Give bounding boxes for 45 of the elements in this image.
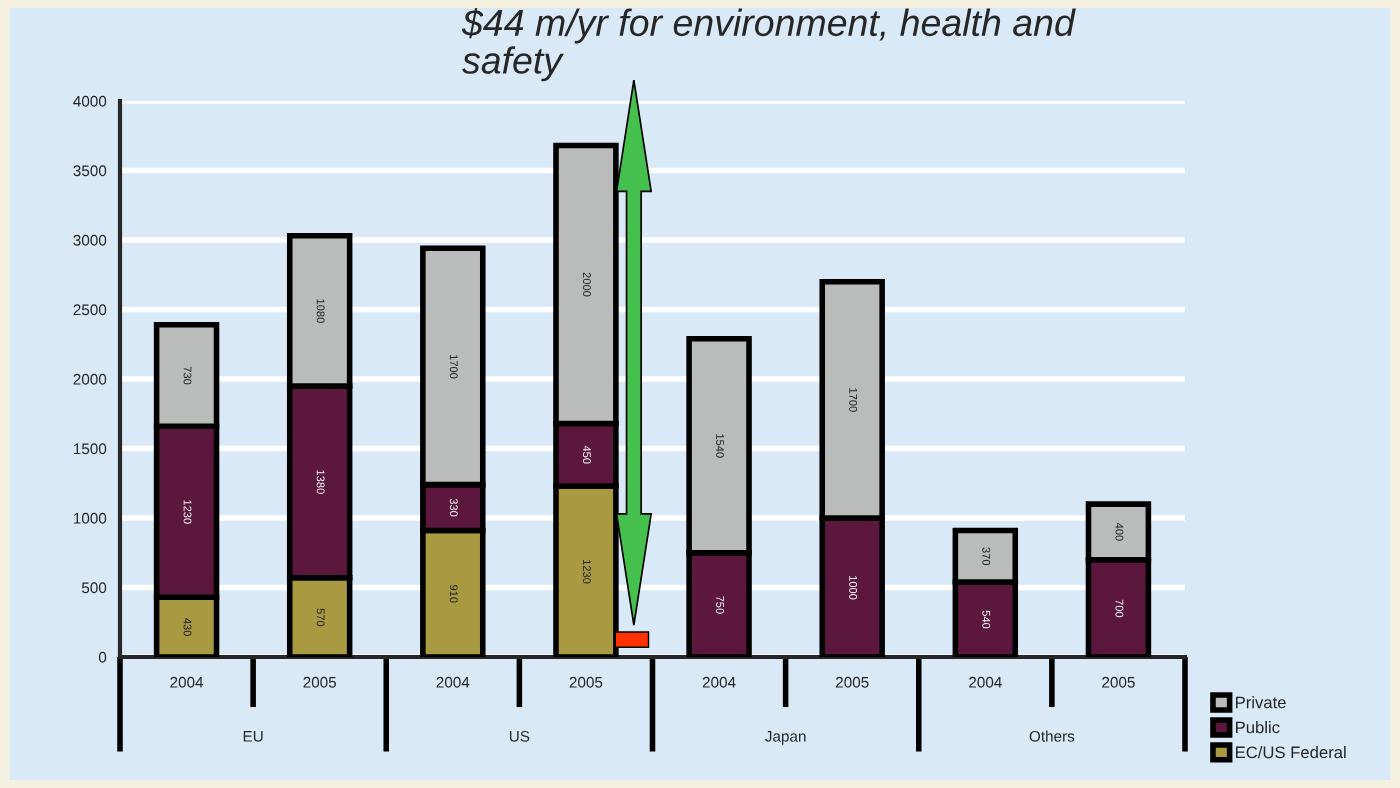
data-label: 2000: [582, 272, 591, 297]
y-tick-label: 2000: [73, 373, 107, 385]
data-label: 570: [316, 608, 325, 627]
data-label: 330: [449, 498, 458, 517]
data-label: 430: [183, 618, 192, 636]
data-label: 730: [183, 366, 192, 385]
x-tick-label: 2005: [303, 676, 337, 688]
data-label: 1540: [716, 434, 724, 458]
data-label: 1230: [183, 500, 192, 524]
y-tick-label: 4000: [73, 95, 107, 107]
data-label: 450: [582, 445, 591, 464]
data-label: 540: [982, 610, 991, 629]
x-tick-label: 2004: [702, 676, 736, 688]
y-tick-label: 0: [98, 651, 107, 663]
text: EU: [243, 731, 263, 742]
text: Others: [1029, 730, 1075, 742]
y-tick-label: 500: [81, 582, 107, 594]
text: US: [509, 730, 530, 742]
data-label: 750: [716, 596, 724, 614]
data-label: 1700: [849, 388, 858, 412]
data-label: 1700: [449, 354, 458, 379]
x-tick-label: 2005: [835, 676, 869, 688]
y-tick-label: 1500: [73, 443, 107, 455]
x-tick-label: 2004: [436, 676, 470, 688]
y-tick-label: 3500: [73, 165, 107, 177]
y-tick-label: 2500: [73, 304, 107, 316]
legend-label: Private: [1236, 696, 1286, 709]
y-tick-label: 1000: [73, 512, 107, 524]
data-label: 700: [1115, 599, 1124, 618]
x-tick-label: 2005: [569, 676, 603, 688]
data-label: 370: [982, 547, 991, 566]
legend-label: EC/US Federal: [1236, 746, 1346, 759]
data-label: 910: [449, 585, 458, 603]
data-label: 1080: [316, 299, 325, 323]
data-label: 1380: [316, 470, 325, 494]
data-label: 400: [1115, 522, 1124, 541]
y-tick-label: 3000: [73, 234, 107, 246]
text: $44 m/yr for environment, health and safety: [461, 8, 1076, 82]
x-tick-label: 2004: [170, 676, 204, 688]
data-label: 1000: [849, 575, 858, 600]
text: Japan: [765, 731, 806, 745]
legend-label: Public: [1236, 721, 1280, 734]
x-tick-label: 2005: [1102, 676, 1135, 688]
data-label: 1230: [582, 560, 591, 584]
x-tick-label: 2004: [969, 676, 1002, 688]
